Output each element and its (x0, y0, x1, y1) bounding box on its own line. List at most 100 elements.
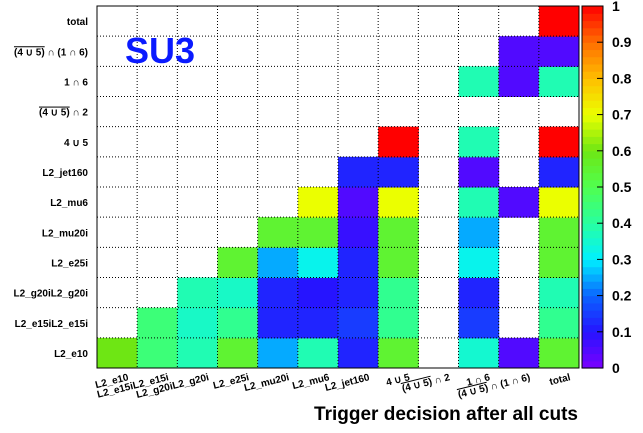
heatmap-cell (538, 217, 580, 248)
heatmap-cell (137, 307, 178, 339)
heatmap-cell (137, 337, 178, 369)
colorbar-segment (582, 179, 603, 188)
colorbar-segment (582, 71, 603, 79)
colorbar-segment (582, 346, 603, 355)
plot-frame (96, 5, 580, 369)
colorbar-segment (582, 302, 603, 311)
colorbar-segment (582, 136, 603, 145)
heatmap-cell (297, 247, 339, 278)
colorbar-segment (582, 259, 603, 268)
heatmap-cell (177, 277, 218, 309)
heatmap-cell (297, 217, 339, 248)
heatmap-cell (338, 187, 379, 218)
heatmap-cell (297, 337, 339, 369)
colorbar-segment (582, 56, 603, 65)
colorbar-segment (582, 194, 603, 203)
heatmap-cell (257, 337, 299, 369)
colorbar-segment (582, 215, 603, 224)
su3-annotation: SU3 (125, 30, 195, 71)
colorbar-segment (582, 92, 603, 101)
heatmap-cell (297, 307, 339, 339)
colorbar-tick-label: 0.8 (612, 70, 632, 86)
colorbar-segment (582, 237, 603, 246)
colorbar-segment (582, 281, 603, 289)
heatmap-cell (217, 337, 259, 369)
heatmap-cell (177, 337, 218, 369)
colorbar-segment (582, 42, 603, 51)
colorbar-segment (582, 295, 603, 304)
heatmap-cell (378, 337, 419, 369)
heatmap-cell (538, 6, 580, 37)
y-tick-label: L2_e10 (54, 349, 88, 360)
heatmap-cell (458, 307, 500, 339)
heatmap-cell (297, 187, 339, 218)
colorbar-tick-label: 1 (612, 0, 620, 14)
colorbar-segment (582, 223, 603, 232)
colorbar-segment (582, 49, 603, 58)
colorbar-segment (582, 187, 603, 195)
heatmap-cell (338, 247, 379, 278)
colorbar-segment (582, 324, 603, 333)
heatmap-cell (217, 277, 259, 309)
y-tick-label: (4 ∪ 5) ∩ (1 ∩ 6) (14, 47, 88, 58)
colorbar-segment (582, 121, 603, 130)
y-tick-label: total (67, 17, 88, 28)
y-tick-label: L2_jet160 (42, 168, 88, 179)
colorbar-segment (582, 201, 603, 210)
heatmap-cell (498, 36, 540, 67)
colorbar-tick-label: 0.3 (612, 251, 632, 267)
heatmap-cell (458, 337, 500, 369)
heatmap-cell (257, 217, 299, 248)
y-tick-label: (4 ∪ 5) ∩ 2 (39, 108, 88, 119)
heatmap-cell (538, 36, 580, 67)
heatmap-cell (378, 126, 419, 158)
y-tick-label: L2_mu20i (42, 228, 88, 239)
colorbar-segment (582, 158, 603, 166)
heatmap-cell (458, 126, 500, 158)
colorbar-segment (582, 273, 603, 282)
colorbar-segment (582, 100, 603, 108)
colorbar-segment (582, 85, 603, 94)
heatmap-cell (378, 187, 419, 218)
colorbar-segment (582, 360, 603, 369)
colorbar-tick-label: 0.1 (612, 324, 632, 340)
y-tick-label: 4 ∪ 5 (64, 138, 88, 149)
y-tick-label: L2_g20iL2_g20i (14, 289, 89, 300)
colorbar-tick-label: 0.5 (612, 179, 632, 195)
heatmap-cell (498, 66, 540, 97)
colorbar-segment (582, 317, 603, 326)
heatmap-cell (338, 337, 379, 369)
heatmap-cell (498, 337, 540, 369)
colorbar-segment (582, 310, 603, 318)
colorbar-segment (582, 244, 603, 253)
colorbar-tick-label: 0.6 (612, 143, 632, 159)
colorbar-segment (582, 288, 603, 297)
heatmap-cell (538, 66, 580, 97)
heatmap-cell (458, 187, 500, 218)
heatmap-cell (458, 247, 500, 278)
heatmap-cell (257, 247, 299, 278)
colorbar-segment (582, 266, 603, 275)
heatmap-cell (458, 277, 500, 309)
colorbar-segment (582, 150, 603, 159)
colorbar-segment (582, 252, 603, 260)
heatmap-cell (458, 217, 500, 248)
colorbar-segment (582, 27, 603, 36)
heatmap-cell (217, 247, 259, 278)
heatmap-cell (378, 247, 419, 278)
heatmap-cell (338, 307, 379, 339)
colorbar-segment (582, 353, 603, 362)
colorbar-segment (582, 331, 603, 340)
heatmap-cell (538, 277, 580, 309)
colorbar-segment (582, 129, 603, 137)
heatmap-cell (257, 307, 299, 339)
colorbar-segment (582, 20, 603, 29)
heatmap-cell (257, 277, 299, 309)
colorbar-segment (582, 143, 603, 152)
colorbar-tick-label: 0 (612, 360, 620, 376)
colorbar-segment (582, 34, 603, 43)
colorbar-segment (582, 165, 603, 174)
heatmap-cell (338, 277, 379, 309)
colorbar-segment (582, 230, 603, 239)
